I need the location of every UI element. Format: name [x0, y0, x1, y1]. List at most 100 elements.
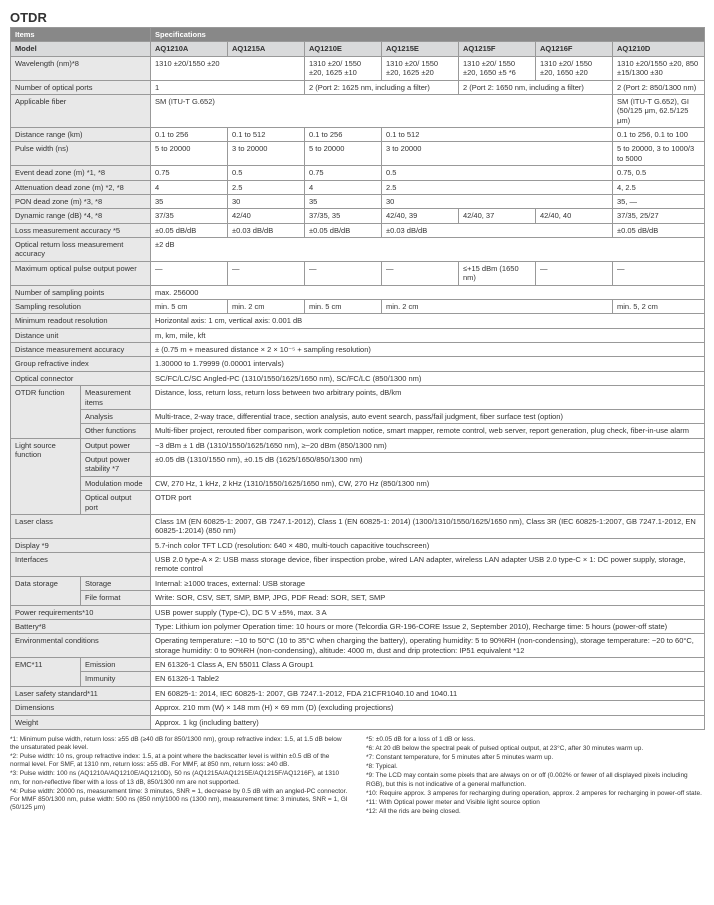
table-row: Loss measurement accuracy *5 ±0.05 dB/dB…	[11, 223, 705, 237]
footnote: *3: Pulse width: 100 ns (AQ1210A/AQ1210E…	[10, 770, 348, 786]
spec-cell: 0.5	[382, 166, 613, 180]
spec-cell: Distance, loss, return loss, return loss…	[151, 386, 705, 410]
header-row: Items Specifications	[11, 28, 705, 42]
table-row: Data storage Storage Internal: ≥1000 tra…	[11, 576, 705, 590]
spec-cell: USB power supply (Type-C), DC 5 V ±5%, m…	[151, 605, 705, 619]
spec-cell: 1.30000 to 1.79999 (0.00001 intervals)	[151, 357, 705, 371]
row-label: Distance range (km)	[11, 128, 151, 142]
spec-cell: 37/35, 25/27	[613, 209, 705, 223]
page-title: OTDR	[10, 10, 704, 25]
specs-header: Specifications	[151, 28, 705, 42]
spec-cell: 1	[151, 80, 305, 94]
row-label: Interfaces	[11, 553, 151, 577]
spec-cell: —	[228, 261, 305, 285]
footnote: *1: Minimum pulse width, return loss: ≥5…	[10, 736, 348, 752]
table-row: Analysis Multi-trace, 2-way trace, diffe…	[11, 409, 705, 423]
table-row: Distance range (km) 0.1 to 256 0.1 to 51…	[11, 128, 705, 142]
table-row: Environmental conditions Operating tempe…	[11, 634, 705, 658]
spec-cell: max. 256000	[151, 285, 705, 299]
row-label: PON dead zone (m) *3, *8	[11, 194, 151, 208]
row-label: Optical return loss measurement accuracy	[11, 238, 151, 262]
row-label: Dimensions	[11, 701, 151, 715]
model-col: AQ1215A	[228, 42, 305, 56]
spec-cell: 37/35	[151, 209, 228, 223]
spec-cell: 2 (Port 2: 1625 nm, including a filter)	[305, 80, 459, 94]
spec-cell: EN 61326-1 Class A, EN 55011 Class A Gro…	[151, 658, 705, 672]
spec-table: Items Specifications Model AQ1210A AQ121…	[10, 27, 705, 730]
spec-cell: ± (0.75 m + measured distance × 2 × 10⁻⁵…	[151, 343, 705, 357]
spec-cell: 5 to 20000	[305, 142, 382, 166]
spec-cell: 0.75	[305, 166, 382, 180]
row-label: Number of sampling points	[11, 285, 151, 299]
spec-cell: Approx. 1 kg (including battery)	[151, 715, 705, 729]
table-row: Event dead zone (m) *1, *8 0.75 0.5 0.75…	[11, 166, 705, 180]
spec-cell: ±0.03 dB/dB	[382, 223, 613, 237]
spec-cell: 35, —	[613, 194, 705, 208]
model-label: Model	[11, 42, 151, 56]
model-col: AQ1210A	[151, 42, 228, 56]
spec-cell: ±0.05 dB/dB	[613, 223, 705, 237]
model-col: AQ1210D	[613, 42, 705, 56]
spec-cell: EN 61326-1 Table2	[151, 672, 705, 686]
table-row: Laser safety standard*11 EN 60825-1: 201…	[11, 686, 705, 700]
table-row: Light source function Output power −3 dB…	[11, 438, 705, 452]
table-row: Sampling resolution min. 5 cm min. 2 cm …	[11, 299, 705, 313]
spec-cell: —	[305, 261, 382, 285]
spec-cell: 0.1 to 256	[305, 128, 382, 142]
table-row: Distance measurement accuracy ± (0.75 m …	[11, 343, 705, 357]
table-row: Dimensions Approx. 210 mm (W) × 148 mm (…	[11, 701, 705, 715]
spec-cell: min. 5, 2 cm	[613, 299, 705, 313]
spec-cell: ±2 dB	[151, 238, 705, 262]
spec-cell: 0.75	[151, 166, 228, 180]
spec-cell: Horizontal axis: 1 cm, vertical axis: 0.…	[151, 314, 705, 328]
spec-cell: min. 2 cm	[382, 299, 613, 313]
spec-cell: Operating temperature: −10 to 50°C (10 t…	[151, 634, 705, 658]
spec-cell: —	[613, 261, 705, 285]
table-row: Minimum readout resolution Horizontal ax…	[11, 314, 705, 328]
row-label: Display *9	[11, 538, 151, 552]
spec-cell: 1310 ±20/ 1550 ±20, 1650 ±20	[536, 56, 613, 80]
row-label: Storage	[81, 576, 151, 590]
spec-cell: 42/40, 40	[536, 209, 613, 223]
table-row: Power requirements*10 USB power supply (…	[11, 605, 705, 619]
spec-cell: 5 to 20000, 3 to 1000/3 to 5000	[613, 142, 705, 166]
table-row: Other functions Multi-fiber project, rer…	[11, 424, 705, 438]
table-row: Distance unit m, km, mile, kft	[11, 328, 705, 342]
footnote: *10: Require approx. 3 amperes for recha…	[366, 790, 704, 798]
table-row: Dynamic range (dB) *4, *8 37/35 42/40 37…	[11, 209, 705, 223]
spec-cell: 0.1 to 512	[382, 128, 613, 142]
spec-cell: min. 2 cm	[228, 299, 305, 313]
table-row: EMC*11 Emission EN 61326-1 Class A, EN 5…	[11, 658, 705, 672]
row-label: Event dead zone (m) *1, *8	[11, 166, 151, 180]
spec-cell: 5.7-inch color TFT LCD (resolution: 640 …	[151, 538, 705, 552]
spec-cell: 30	[228, 194, 305, 208]
spec-cell: Type: Lithium ion polymer Operation time…	[151, 619, 705, 633]
table-row: Maximum optical pulse output power — — —…	[11, 261, 705, 285]
table-row: PON dead zone (m) *3, *8 35 30 35 30 35,…	[11, 194, 705, 208]
table-row: Attenuation dead zone (m) *2, *8 4 2.5 4…	[11, 180, 705, 194]
footnotes: *1: Minimum pulse width, return loss: ≥5…	[10, 736, 704, 816]
spec-cell: 0.5	[228, 166, 305, 180]
row-label: Measurement items	[81, 386, 151, 410]
table-row: Optical connector SC/FC/LC/SC Angled-PC …	[11, 371, 705, 385]
row-label: Immunity	[81, 672, 151, 686]
row-label: Output power stability *7	[81, 453, 151, 477]
spec-cell: USB 2.0 type-A × 2: USB mass storage dev…	[151, 553, 705, 577]
spec-cell: SM (ITU-T G.652), GI (50/125 μm, 62.5/12…	[613, 94, 705, 127]
spec-cell: OTDR port	[151, 491, 705, 515]
row-label: Group refractive index	[11, 357, 151, 371]
spec-cell: Multi-fiber project, rerouted fiber comp…	[151, 424, 705, 438]
row-label: Optical connector	[11, 371, 151, 385]
row-label: Power requirements*10	[11, 605, 151, 619]
spec-cell: 35	[151, 194, 228, 208]
spec-cell: Approx. 210 mm (W) × 148 mm (H) × 69 mm …	[151, 701, 705, 715]
spec-cell: ±0.05 dB (1310/1550 nm), ±0.15 dB (1625/…	[151, 453, 705, 477]
spec-cell: 2.5	[228, 180, 305, 194]
spec-cell: 4	[151, 180, 228, 194]
spec-cell: 1310 ±20/ 1550 ±20, 1625 ±20	[382, 56, 459, 80]
spec-cell: 0.1 to 256, 0.1 to 100	[613, 128, 705, 142]
row-label: Wavelength (nm)*8	[11, 56, 151, 80]
footnote: *4: Pulse width: 20000 ns, measurement t…	[10, 788, 348, 812]
group-label: OTDR function	[11, 386, 81, 439]
spec-cell: −3 dBm ± 1 dB (1310/1550/1625/1650 nm), …	[151, 438, 705, 452]
